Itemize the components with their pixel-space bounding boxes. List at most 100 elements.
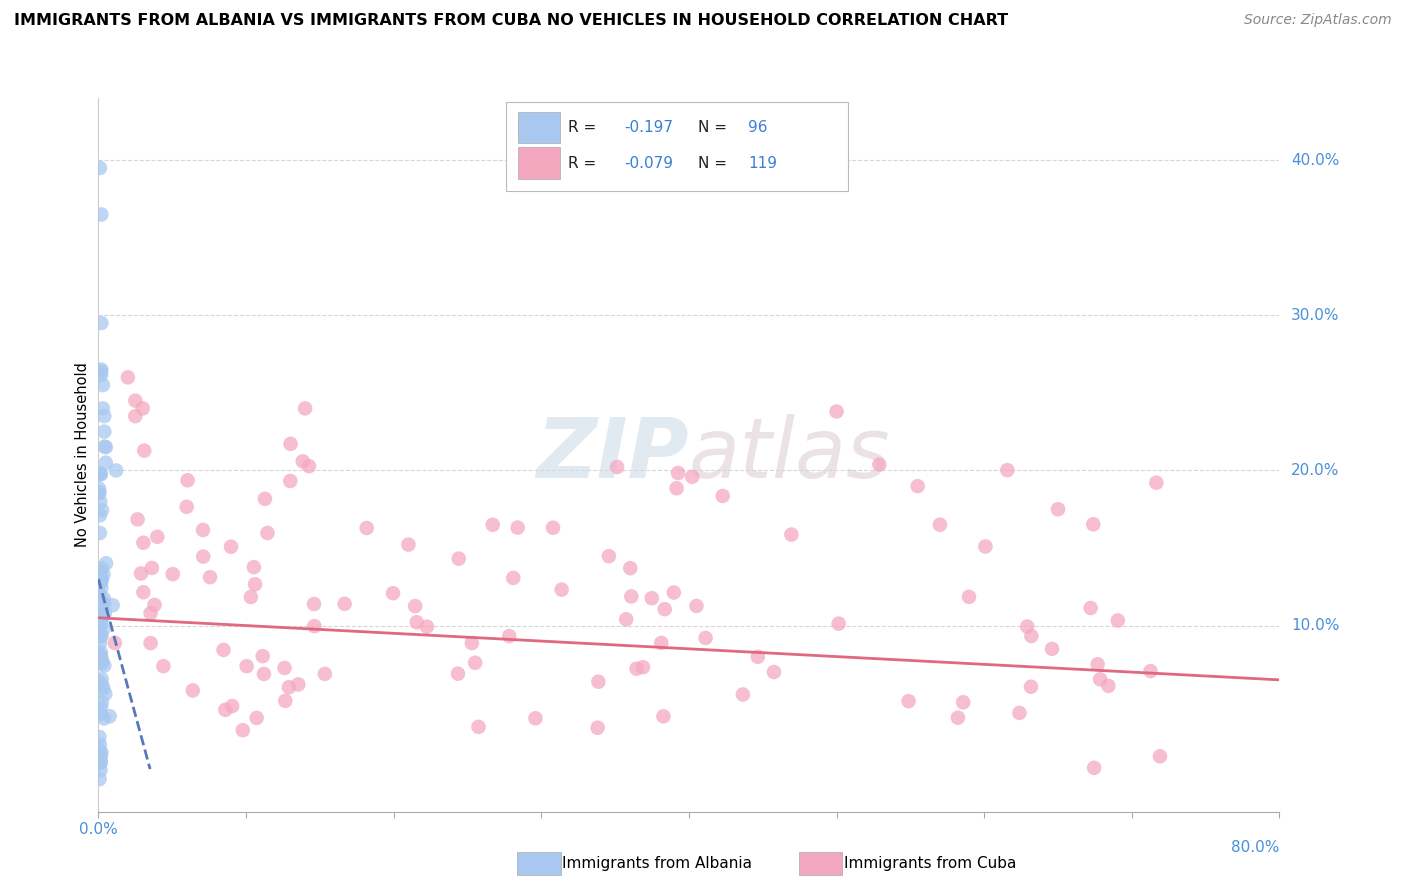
Point bbox=[89, 753, 111, 767]
Point bbox=[198, 570, 221, 584]
Point bbox=[626, 662, 648, 676]
Point bbox=[665, 481, 688, 495]
Point bbox=[87, 747, 110, 761]
Point bbox=[89, 772, 111, 786]
Point bbox=[1107, 614, 1129, 628]
Point bbox=[278, 474, 301, 488]
Point bbox=[212, 643, 235, 657]
Point bbox=[416, 620, 439, 634]
Point bbox=[104, 636, 127, 650]
Point bbox=[502, 571, 524, 585]
Point bbox=[141, 561, 163, 575]
Point bbox=[243, 560, 266, 574]
FancyBboxPatch shape bbox=[517, 852, 561, 875]
Point bbox=[90, 617, 112, 632]
Point bbox=[105, 463, 128, 477]
Point bbox=[273, 661, 295, 675]
Point bbox=[89, 467, 111, 482]
Point bbox=[1017, 619, 1039, 633]
Point bbox=[447, 551, 470, 566]
Point bbox=[827, 616, 849, 631]
Point bbox=[541, 521, 564, 535]
Point bbox=[93, 597, 115, 611]
Point bbox=[598, 549, 620, 564]
Point bbox=[620, 590, 643, 604]
Point bbox=[89, 730, 111, 744]
Point bbox=[90, 467, 112, 482]
Point bbox=[868, 458, 890, 472]
Point bbox=[93, 711, 115, 725]
Point bbox=[87, 647, 110, 661]
Point bbox=[235, 659, 257, 673]
Point bbox=[90, 207, 112, 221]
Text: 40.0%: 40.0% bbox=[1291, 153, 1340, 168]
Point bbox=[89, 707, 111, 722]
Point bbox=[90, 700, 112, 714]
Point bbox=[101, 599, 124, 613]
Point bbox=[93, 440, 115, 454]
Point bbox=[90, 561, 112, 575]
Point bbox=[93, 591, 115, 606]
Point bbox=[181, 683, 204, 698]
Point bbox=[90, 749, 112, 764]
Point bbox=[176, 500, 198, 514]
Point bbox=[1008, 706, 1031, 720]
Point bbox=[91, 657, 114, 671]
Point bbox=[825, 404, 848, 418]
Point bbox=[91, 610, 114, 624]
Point bbox=[219, 540, 242, 554]
Point bbox=[139, 636, 162, 650]
Point bbox=[89, 738, 111, 752]
Point bbox=[246, 711, 269, 725]
Point bbox=[191, 523, 214, 537]
Point bbox=[90, 648, 112, 663]
Text: 20.0%: 20.0% bbox=[1291, 463, 1340, 478]
FancyBboxPatch shape bbox=[506, 102, 848, 191]
Point bbox=[90, 756, 112, 770]
Point bbox=[780, 527, 803, 541]
Point bbox=[89, 485, 111, 500]
Point bbox=[90, 645, 112, 659]
Point bbox=[356, 521, 378, 535]
Point bbox=[90, 316, 112, 330]
Point bbox=[124, 393, 146, 408]
Point bbox=[90, 610, 112, 624]
Point bbox=[405, 615, 427, 630]
Point bbox=[143, 598, 166, 612]
Point bbox=[91, 679, 114, 693]
Point bbox=[89, 598, 111, 612]
Point bbox=[550, 582, 572, 597]
Point bbox=[90, 604, 112, 618]
Point bbox=[152, 659, 174, 673]
Point bbox=[287, 677, 309, 691]
Point bbox=[952, 695, 974, 709]
FancyBboxPatch shape bbox=[517, 112, 560, 143]
Point bbox=[398, 538, 420, 552]
Point bbox=[94, 440, 117, 454]
Point bbox=[132, 535, 155, 549]
Point bbox=[907, 479, 929, 493]
Point bbox=[89, 466, 111, 480]
Point bbox=[90, 575, 112, 590]
Point bbox=[89, 161, 111, 175]
Text: 119: 119 bbox=[748, 155, 778, 170]
Text: -0.079: -0.079 bbox=[624, 155, 673, 170]
Point bbox=[90, 746, 112, 760]
Point bbox=[304, 619, 326, 633]
Point bbox=[461, 636, 484, 650]
Point bbox=[90, 581, 112, 595]
Point bbox=[957, 590, 980, 604]
Point bbox=[89, 604, 111, 618]
Point bbox=[256, 526, 278, 541]
FancyBboxPatch shape bbox=[799, 852, 842, 875]
Point bbox=[91, 681, 114, 696]
Point bbox=[1021, 629, 1043, 643]
Point bbox=[666, 466, 689, 480]
Point bbox=[239, 590, 262, 604]
Text: Immigrants from Albania: Immigrants from Albania bbox=[562, 856, 752, 871]
Point bbox=[89, 508, 111, 523]
Point bbox=[124, 409, 146, 424]
Point bbox=[139, 606, 162, 620]
Point bbox=[1083, 761, 1105, 775]
Point bbox=[995, 463, 1018, 477]
